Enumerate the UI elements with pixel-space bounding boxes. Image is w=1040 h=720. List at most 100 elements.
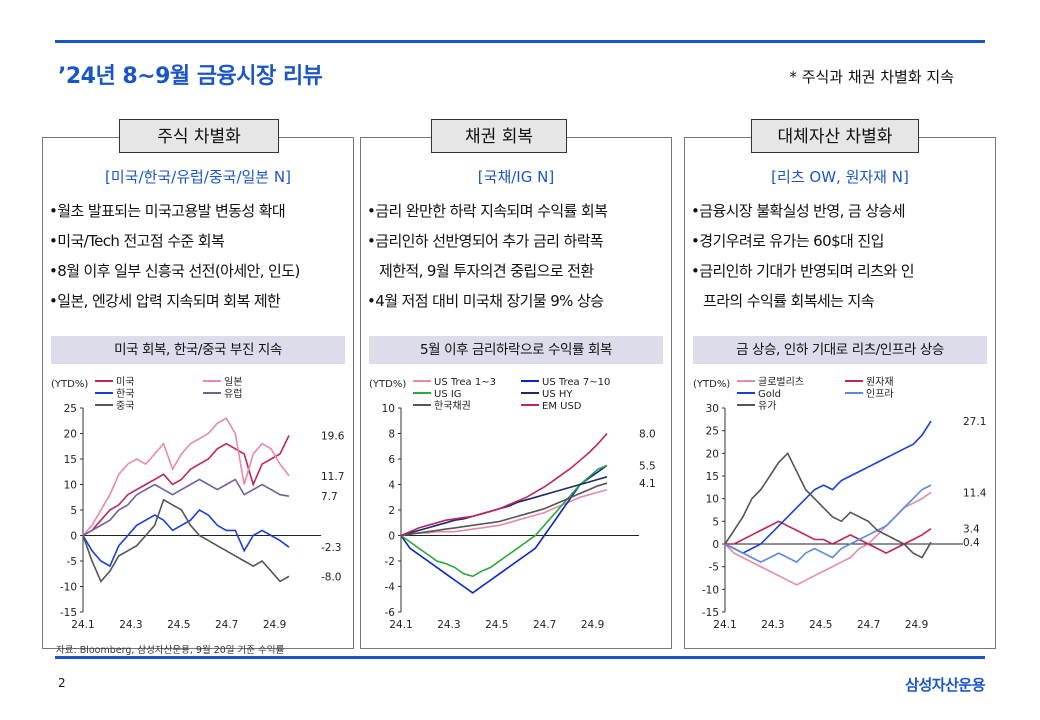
end-value-label: 19.6 [321,431,345,443]
y-tick-label: 6 [388,454,395,466]
end-value-label: -2.3 [321,542,342,554]
legend-label: EM USD [542,401,582,412]
y-tick-label: 30 [706,403,719,415]
series-line [82,478,290,537]
x-tick-label: 24.7 [215,619,238,630]
y-tick-label: 25 [64,403,77,415]
y-tick-label: -6 [385,607,396,619]
y-tick-label: 10 [706,494,719,506]
y-tick-label: -2 [385,556,395,568]
series-line [724,491,932,586]
x-tick-label: 24.5 [167,619,190,630]
series-line [82,417,290,537]
top-rule [55,40,985,43]
chart-title: 미국 회복, 한국/중국 부진 지속 [51,336,345,364]
page-number: 2 [58,676,66,690]
end-value-label: 11.7 [321,471,344,483]
x-tick-label: 24.3 [119,619,142,630]
legend-label: 한국 [116,388,134,400]
x-tick-label: 24.9 [905,619,928,630]
series-line [82,435,290,537]
y-tick-label: 0 [712,539,719,551]
tab-bond: 채권 회복 [431,119,567,153]
series-line [724,451,932,559]
x-tick-label: 24.7 [857,619,880,630]
legend-label: 미국 [116,376,134,388]
legend-label: US Trea 7~10 [542,377,610,388]
legend-label: 글로벌리츠 [758,376,804,388]
series-line [82,508,290,568]
end-value-label: -8.0 [321,571,342,583]
y-axis-label: (YTD%) [369,379,406,390]
series-line [400,432,608,537]
end-value-label: 8.0 [639,429,656,441]
legend-label: Gold [758,389,781,400]
end-value-label: 5.5 [639,460,656,472]
series-line [400,482,608,537]
bond-chart: (YTD%) -6 -4 -2 0 2 4 6 8 10 24.1 24.3 24.5 24.7 24.9 U… [369,377,656,630]
x-tick-label: 24.3 [761,619,784,630]
x-tick-label: 24.1 [71,619,94,630]
panel-alternative: [리츠 OW, 원자재 N] •금융시장 불확실성 반영, 금 상승세 •경기우… [684,137,996,649]
end-value-label: 4.1 [639,478,656,490]
panel-bond: [국채/IG N] •금리 완만한 하락 지속되며 수익률 회복 •금리인하 선… [360,137,672,649]
x-tick-label: 24.5 [485,619,508,630]
y-tick-label: 2 [388,505,395,517]
x-tick-label: 24.3 [437,619,460,630]
legend-label: 한국채권 [434,400,471,412]
bullet: •월초 발표되는 미국고용발 변동성 확대 [49,202,286,220]
x-tick-label: 24.7 [533,619,556,630]
end-value-label: 27.1 [963,416,986,428]
legend-label: 유럽 [224,388,242,400]
x-tick-label: 24.9 [581,619,604,630]
tab-alternative: 대체자산 차별화 [751,119,919,153]
y-tick-label: -15 [60,607,77,619]
y-tick-label: 5 [712,516,719,528]
bullet-list: •월초 발표되는 미국고용발 변동성 확대 •미국/Tech 전고점 수준 회복… [49,196,349,316]
series-line [400,464,608,594]
chart-title: 금 상승, 인하 기대로 리츠/인프라 상승 [693,336,987,364]
series-line [400,488,608,537]
panel-bracket: [국채/IG N] [477,168,555,186]
bullet: •미국/Tech 전고점 수준 회복 [49,232,225,250]
y-tick-label: 15 [706,471,719,483]
bullet-continued: 제한적, 9월 투자의견 중립으로 전환 [379,262,594,280]
y-axis-label: (YTD%) [51,379,88,390]
bullet-list: •금리 완만한 하락 지속되며 수익률 회복 •금리인하 선반영되어 추가 금리… [367,196,667,316]
bullet-continued: 프라의 수익률 회복세는 지속 [703,292,875,310]
bullet: •금리인하 선반영되어 추가 금리 하락폭 [367,232,604,250]
legend-label: US HY [542,389,573,400]
x-tick-label: 24.1 [389,619,412,630]
chart-title: 5월 이후 금리하락으로 수익률 회복 [369,336,663,364]
y-tick-label: 15 [64,454,77,466]
tab-equity: 주식 차별화 [119,119,279,153]
page-title: ’24년 8~9월 금융시장 리뷰 [58,64,323,89]
bullet: •금리인하 기대가 반영되며 리츠와 인 [691,262,915,280]
y-tick-label: -4 [385,582,396,594]
end-value-label: 7.7 [321,491,338,503]
brand-name: 삼성자산운용 [905,676,985,694]
y-tick-label: -10 [702,584,719,596]
end-value-label: 0.4 [963,537,980,549]
y-tick-label: -5 [67,556,77,568]
y-tick-label: 8 [388,429,395,441]
y-tick-label: 0 [388,531,395,543]
legend-label: 인프라 [866,388,894,400]
header-note: * 주식과 채권 차별화 지속 [789,68,954,86]
series-line [725,520,932,554]
y-tick-label: 5 [70,505,77,517]
x-tick-label: 24.9 [263,619,286,630]
legend-label: 유가 [758,400,776,412]
legend-label: US Trea 1~3 [434,377,496,388]
y-axis-label: (YTD%) [693,379,730,390]
bullet-list: •금융시장 불확실성 반영, 금 상승세 •경기우려로 유가는 60$대 진입 … [691,196,991,316]
legend-label: 중국 [116,400,134,412]
y-tick-label: -5 [709,562,719,574]
y-tick-label: 20 [706,448,719,460]
bullet: •금융시장 불확실성 반영, 금 상승세 [691,202,905,220]
y-tick-label: -15 [702,607,719,619]
bullet: •8월 이후 일부 신흥국 선전(아세안, 인도) [49,262,300,280]
series-line [724,484,932,564]
y-tick-label: 4 [388,480,395,492]
x-tick-label: 24.1 [713,619,736,630]
